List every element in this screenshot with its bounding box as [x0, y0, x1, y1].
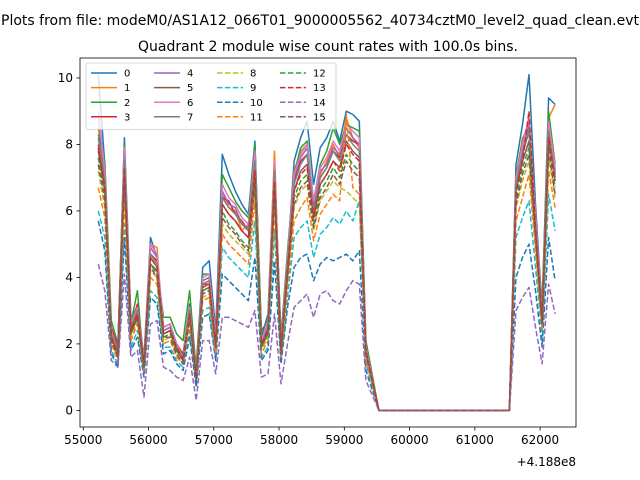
x-tick-label: 56000 — [129, 433, 167, 447]
series-line-15 — [97, 150, 556, 412]
x-tick-label: 55000 — [64, 433, 102, 447]
x-tick-label: 61000 — [456, 433, 494, 447]
x-axis: 55000 56000 57000 58000 59000 60000 61000 62000 — [64, 427, 559, 447]
legend-label-12: 12 — [313, 69, 326, 80]
y-tick-label: 0 — [65, 404, 73, 418]
legend-label-8: 8 — [250, 69, 256, 80]
x-tick-label: 59000 — [325, 433, 363, 447]
series-line-13 — [97, 110, 556, 412]
legend-frame — [85, 62, 337, 130]
x-tick-label: 57000 — [195, 433, 233, 447]
legend-label-3: 3 — [124, 112, 130, 123]
legend-label-4: 4 — [187, 69, 193, 80]
y-axis: 0 2 4 6 8 10 — [58, 71, 80, 418]
y-tick-label: 6 — [65, 204, 73, 218]
legend-label-0: 0 — [124, 69, 130, 80]
x-tick-label: 62000 — [521, 433, 559, 447]
figure-suptitle: Plots from file: modeM0/AS1A12_066T01_90… — [1, 13, 639, 29]
legend-label-1: 1 — [124, 83, 130, 94]
legend-label-13: 13 — [313, 83, 326, 94]
legend-label-9: 9 — [250, 83, 256, 94]
plot-area-frame — [79, 57, 577, 428]
y-tick-label: 2 — [65, 337, 73, 351]
legend-label-14: 14 — [313, 98, 326, 109]
y-tick-label: 8 — [65, 138, 73, 152]
legend-label-6: 6 — [187, 98, 193, 109]
legend-label-2: 2 — [124, 98, 130, 109]
series-layer — [97, 73, 556, 412]
x-axis-offset-label: +4.188e8 — [517, 455, 576, 469]
y-tick-label: 10 — [58, 71, 73, 85]
legend-label-5: 5 — [187, 83, 193, 94]
y-tick-label: 4 — [65, 271, 73, 285]
chart-title: Quadrant 2 module wise count rates with … — [138, 39, 518, 55]
legend-label-15: 15 — [313, 112, 326, 123]
x-tick-label: 58000 — [260, 433, 298, 447]
x-tick-label: 60000 — [390, 433, 428, 447]
legend-label-7: 7 — [187, 112, 193, 123]
legend-label-10: 10 — [250, 98, 263, 109]
legend-label-11: 11 — [250, 112, 263, 123]
